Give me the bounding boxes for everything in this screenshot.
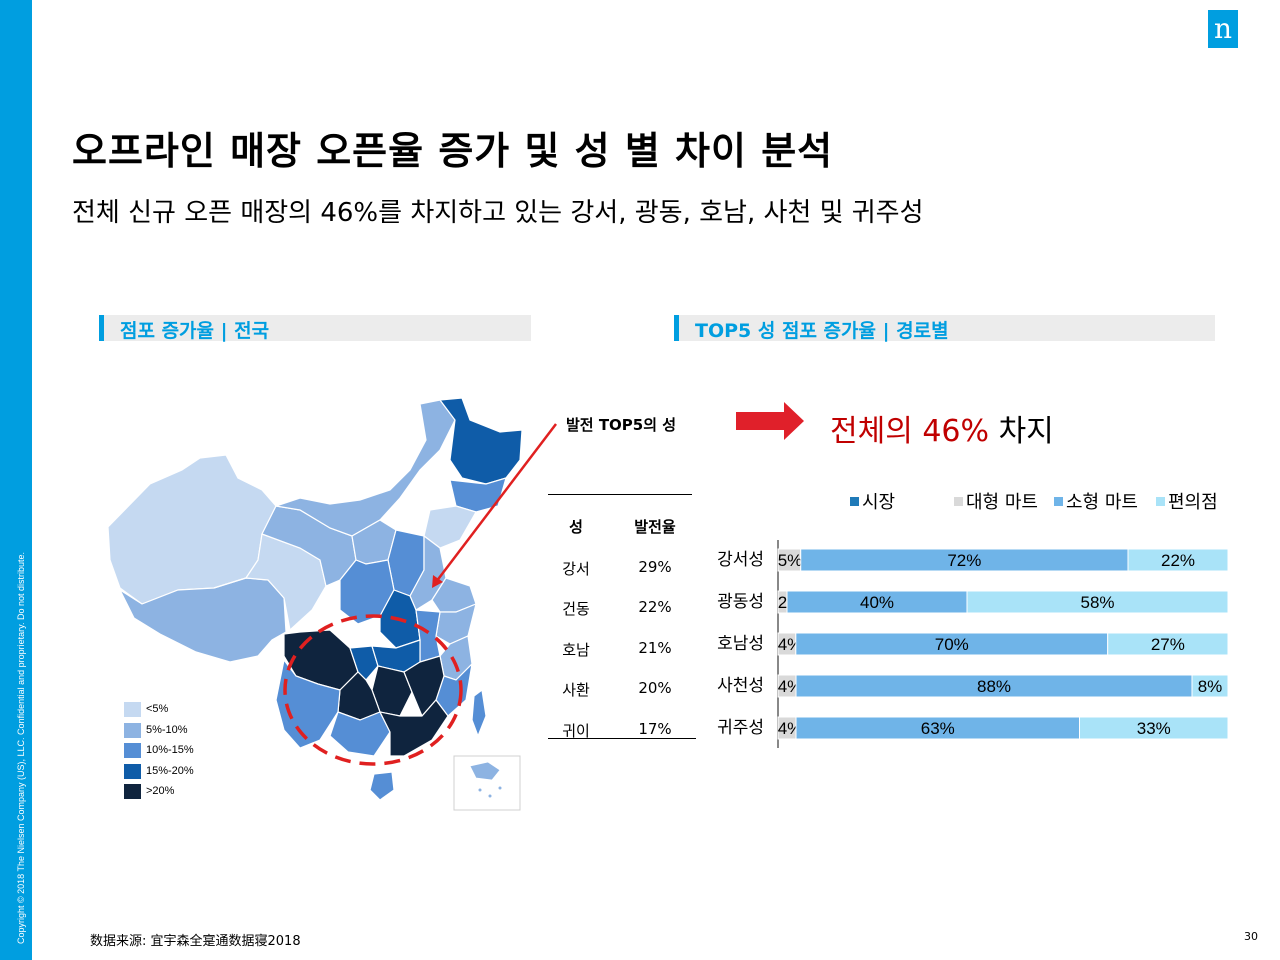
- data-label: 88%: [977, 677, 1011, 696]
- region-taiwan: [471, 688, 487, 738]
- right-panel-title: TOP5 성 점포 증가율 | 경로별: [695, 320, 949, 342]
- map-legend-label: 5%-10%: [146, 723, 188, 736]
- data-label: 40%: [860, 593, 894, 612]
- highlight-prefix: 전체의 46%: [830, 414, 990, 449]
- legend-label: 편의점: [1168, 492, 1218, 513]
- left-panel-header: 점포 증가율 | 전국: [99, 315, 531, 342]
- category-label: 강서성: [717, 550, 764, 570]
- legend-item: 시장: [850, 492, 895, 514]
- source-note: 数据来源: 宜宇森全寔通数据寝2018: [90, 934, 301, 949]
- page-title: 오프라인 매장 오픈율 증가 및 성 별 차이 분석: [72, 129, 834, 173]
- map-legend-swatch: [124, 702, 141, 717]
- page-number: 30: [1244, 930, 1258, 943]
- table-cell-growth: 21%: [638, 639, 672, 657]
- legend-label: 시장: [862, 492, 896, 513]
- region-tibet: [118, 577, 287, 663]
- category-label: 호남성: [717, 634, 764, 654]
- data-label: 27%: [1151, 635, 1185, 654]
- table-cell-province: 호남: [562, 641, 590, 659]
- highlight-text: 전체의 46% 차지: [830, 406, 1054, 450]
- data-label: 58%: [1080, 593, 1114, 612]
- map-legend-swatch: [124, 722, 141, 738]
- data-label: 5%: [778, 551, 803, 570]
- region-chongqing: [349, 645, 379, 681]
- map-legend-swatch: [124, 784, 141, 799]
- category-label: 귀주성: [717, 718, 764, 738]
- legend-swatch: [954, 496, 963, 506]
- bar-segment: [966, 590, 1229, 614]
- chart-legend: 시장 대형 마트 소형 마트 편의점: [850, 492, 1240, 542]
- table-cell-province: 건동: [562, 600, 590, 618]
- category-label: 사천성: [717, 676, 764, 696]
- left-panel-title: 점포 증가율 | 전국: [120, 320, 270, 342]
- table-cell-growth: 20%: [638, 679, 672, 697]
- legend-swatch: [1156, 496, 1165, 506]
- china-map: [107, 397, 523, 811]
- map-legend-label: 10%-15%: [146, 744, 194, 756]
- table-cell-province: 사환: [562, 681, 590, 699]
- region-jiangxi: [403, 655, 445, 718]
- region-hainan: [369, 771, 395, 801]
- sidebar-band: [0, 0, 32, 960]
- table-header-province: 성: [569, 518, 583, 536]
- table-cell-growth: 17%: [638, 720, 672, 738]
- right-arrow-icon: [736, 402, 804, 440]
- data-label: 70%: [935, 635, 969, 654]
- data-label: 72%: [947, 551, 981, 570]
- table-cell-province: 강서: [562, 560, 590, 578]
- map-legend-label: <5%: [146, 703, 169, 715]
- legend-item: 대형 마트: [954, 492, 1038, 514]
- callout-arrow-line: [432, 423, 557, 588]
- table-header-growth: 발전율: [634, 518, 676, 536]
- region-heilongjiang: [438, 397, 523, 485]
- top5-highlight-circle: [283, 614, 463, 766]
- map-legend-label: 15%-20%: [146, 764, 194, 777]
- legend-item: 편의점: [1156, 492, 1218, 514]
- legend-label: 대형 마트: [966, 492, 1038, 513]
- data-label: 8%: [1198, 677, 1223, 696]
- right-panel-header: TOP5 성 점포 증가율 | 경로별: [674, 315, 1215, 342]
- category-label: 광동성: [717, 592, 764, 612]
- region-guangxi: [329, 711, 391, 757]
- data-label: 63%: [921, 719, 955, 738]
- bar-segment: [1191, 674, 1229, 698]
- bar-segment: [1079, 716, 1229, 740]
- data-label: 33%: [1137, 719, 1171, 738]
- data-label: 22%: [1161, 551, 1195, 570]
- legend-swatch: [1054, 496, 1063, 506]
- bar-segment: [1107, 632, 1229, 656]
- callout-label: 발전 TOP5의 성: [566, 416, 677, 434]
- map-legend-label: >20%: [146, 785, 175, 797]
- page-subtitle: 전체 신규 오픈 매장의 46%를 차지하고 있는 강서, 광동, 호남, 사천…: [72, 198, 924, 228]
- map-legend-swatch: [124, 743, 141, 758]
- copyright-text: Copyright © 2018 The Nielsen Company (US…: [16, 552, 26, 944]
- highlight-suffix: 차지: [989, 414, 1054, 449]
- legend-label: 소형 마트: [1066, 492, 1138, 513]
- map-legend-swatch: [124, 763, 141, 779]
- table-cell-province: 귀이: [562, 722, 590, 740]
- table-cell-growth: 29%: [638, 558, 672, 576]
- legend-swatch: [850, 496, 859, 506]
- bar-segment: [1127, 548, 1229, 572]
- region-yunnan: [275, 658, 341, 749]
- nielsen-logo: n: [1208, 10, 1238, 48]
- region-guangdong: [378, 699, 449, 757]
- stacked-bar-chart: 강서성5%72%22%광동성2%40%58%호남성4%70%27%사천성4%88…: [717, 540, 1229, 748]
- legend-item: 소형 마트: [1054, 492, 1138, 514]
- growth-table: 성 발전율 강서 29% 건동 22% 호남 21% 사환 20% 귀이 17%: [548, 494, 696, 744]
- table-cell-growth: 22%: [638, 598, 672, 616]
